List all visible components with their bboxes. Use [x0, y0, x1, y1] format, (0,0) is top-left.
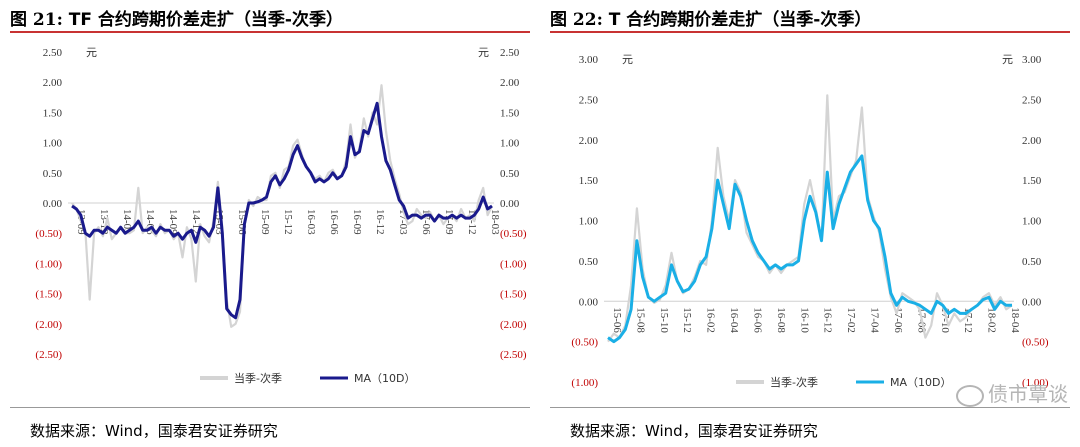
footer-rule	[10, 407, 530, 408]
unit-label-left: 元	[622, 53, 633, 66]
y-tick-label-right: 2.00	[1022, 135, 1042, 147]
footer-rule	[550, 407, 1070, 408]
y-tick-label-right: (2.50)	[500, 349, 527, 361]
series-line-ma10	[71, 101, 493, 320]
x-tick-label: 16-10	[798, 307, 810, 333]
x-tick-label: 16-08	[775, 307, 787, 333]
chart-panel-tf: 图 21: TF 合约跨期价差走扩（当季-次季） 2.50 2.50 2.00 2.0…	[10, 10, 530, 440]
x-tick-label: 15-08	[634, 307, 646, 333]
x-tick-label: 15-12	[681, 307, 693, 333]
x-tick-label: 16-12	[822, 307, 834, 333]
y-tick-label-right: (2.00)	[500, 319, 527, 331]
legend-label: 当季-次季	[770, 375, 818, 389]
x-tick-label: 16-09	[351, 209, 363, 235]
y-tick-label-left: 1.50	[43, 107, 63, 119]
x-tick-label: 15-10	[658, 307, 670, 333]
unit-label-right: 元	[478, 46, 489, 59]
y-tick-label-right: 3.00	[1022, 54, 1042, 66]
y-tick-label-left: (1.00)	[571, 377, 598, 389]
chart-t-spread: 3.00 3.00 2.50 2.50 2.00 2.00 1.50 1.50 1.00 1.00…	[571, 53, 1049, 389]
wechat-icon	[956, 384, 984, 407]
x-tick-label: 16-02	[705, 307, 717, 333]
unit-label-right: 元	[1002, 53, 1013, 66]
y-tick-label-right: 1.50	[500, 107, 520, 119]
chart-tf-spread: 2.50 2.50 2.00 2.00 1.50 1.50 1.00 1.00 0.50 0.50…	[35, 46, 527, 385]
series-line-spread	[607, 94, 1013, 343]
x-tick-label: 16-06	[328, 209, 340, 235]
x-tick-label: 14-09	[167, 209, 179, 235]
x-tick-label: 17-06	[892, 307, 904, 333]
x-tick-label: 16-04	[728, 307, 740, 333]
y-tick-label-left: 1.00	[579, 216, 599, 228]
y-tick-label-right: 0.50	[500, 168, 520, 180]
x-tick-label: 16-12	[374, 209, 386, 235]
series-line-ma10	[607, 154, 1012, 344]
title-rule	[10, 31, 530, 33]
x-tick-label: 16-03	[305, 209, 317, 235]
y-tick-label-left: 0.00	[43, 198, 63, 210]
y-tick-label-left: 2.50	[43, 47, 63, 59]
y-tick-label-left: 1.50	[579, 175, 599, 187]
y-tick-label-right: (1.00)	[1022, 377, 1049, 389]
y-tick-label-right: 1.50	[1022, 175, 1042, 187]
x-tick-label: 18-03	[489, 209, 501, 235]
chart-title: 图 21: TF 合约跨期价差走扩（当季-次季）	[10, 10, 343, 30]
y-tick-label-left: (2.50)	[35, 349, 62, 361]
y-tick-label-right: (0.50)	[500, 228, 527, 240]
legend-label: MA（10D）	[354, 372, 415, 385]
x-tick-label: 17-02	[845, 307, 857, 333]
y-tick-label-left: (0.50)	[571, 337, 598, 349]
x-tick-label: 17-04	[869, 307, 881, 333]
x-tick-label: 15-09	[259, 209, 271, 235]
y-tick-label-left: (1.50)	[35, 289, 62, 301]
y-tick-label-left: 0.50	[43, 168, 63, 180]
y-tick-label-left: 0.00	[579, 296, 599, 308]
x-tick-label: 16-06	[751, 307, 763, 333]
y-tick-label-left: 2.00	[579, 135, 599, 147]
y-tick-label-left: 3.00	[579, 54, 599, 66]
chart-title: 图 22: T 合约跨期价差走扩（当季-次季）	[550, 10, 872, 30]
series-line-spread	[71, 84, 493, 328]
y-tick-label-right: 0.50	[1022, 256, 1042, 268]
y-tick-label-right: (1.00)	[500, 258, 527, 270]
x-tick-label: 18-02	[986, 307, 998, 333]
y-tick-label-right: 2.00	[500, 77, 520, 89]
x-tick-label: 15-12	[282, 209, 294, 235]
source-note: 数据来源：Wind，国泰君安证券研究	[30, 422, 278, 440]
y-tick-label-left: (0.50)	[35, 228, 62, 240]
chart-panel-t: 图 22: T 合约跨期价差走扩（当季-次季） 3.00 3.00 2.50 2.50…	[540, 0, 1080, 447]
y-tick-label-right: (1.50)	[500, 289, 527, 301]
x-tick-label: 18-04	[1009, 307, 1021, 333]
y-tick-label-left: 0.50	[579, 256, 599, 268]
y-tick-label-right: 0.00	[1022, 296, 1042, 308]
legend-label: 当季-次季	[234, 371, 282, 385]
legend-label: MA（10D）	[890, 376, 951, 389]
watermark: 债市覃谈	[956, 378, 1068, 407]
y-tick-label-right: 2.50	[500, 47, 520, 59]
y-tick-label-left: (2.00)	[35, 319, 62, 331]
y-tick-label-left: (1.00)	[35, 258, 62, 270]
y-tick-label-right: 1.00	[1022, 216, 1042, 228]
x-tick-label: 15-06	[611, 307, 623, 333]
y-tick-label-left: 2.50	[579, 94, 599, 106]
y-tick-label-left: 2.00	[43, 77, 63, 89]
title-rule	[550, 31, 1070, 33]
y-tick-label-right: 0.00	[500, 198, 520, 210]
y-tick-label-right: 2.50	[1022, 94, 1042, 106]
y-tick-label-right: (0.50)	[1022, 337, 1049, 349]
y-tick-label-left: 1.00	[43, 138, 63, 150]
unit-label-left: 元	[86, 46, 97, 59]
source-note: 数据来源：Wind，国泰君安证券研究	[570, 422, 818, 440]
y-tick-label-right: 1.00	[500, 138, 520, 150]
